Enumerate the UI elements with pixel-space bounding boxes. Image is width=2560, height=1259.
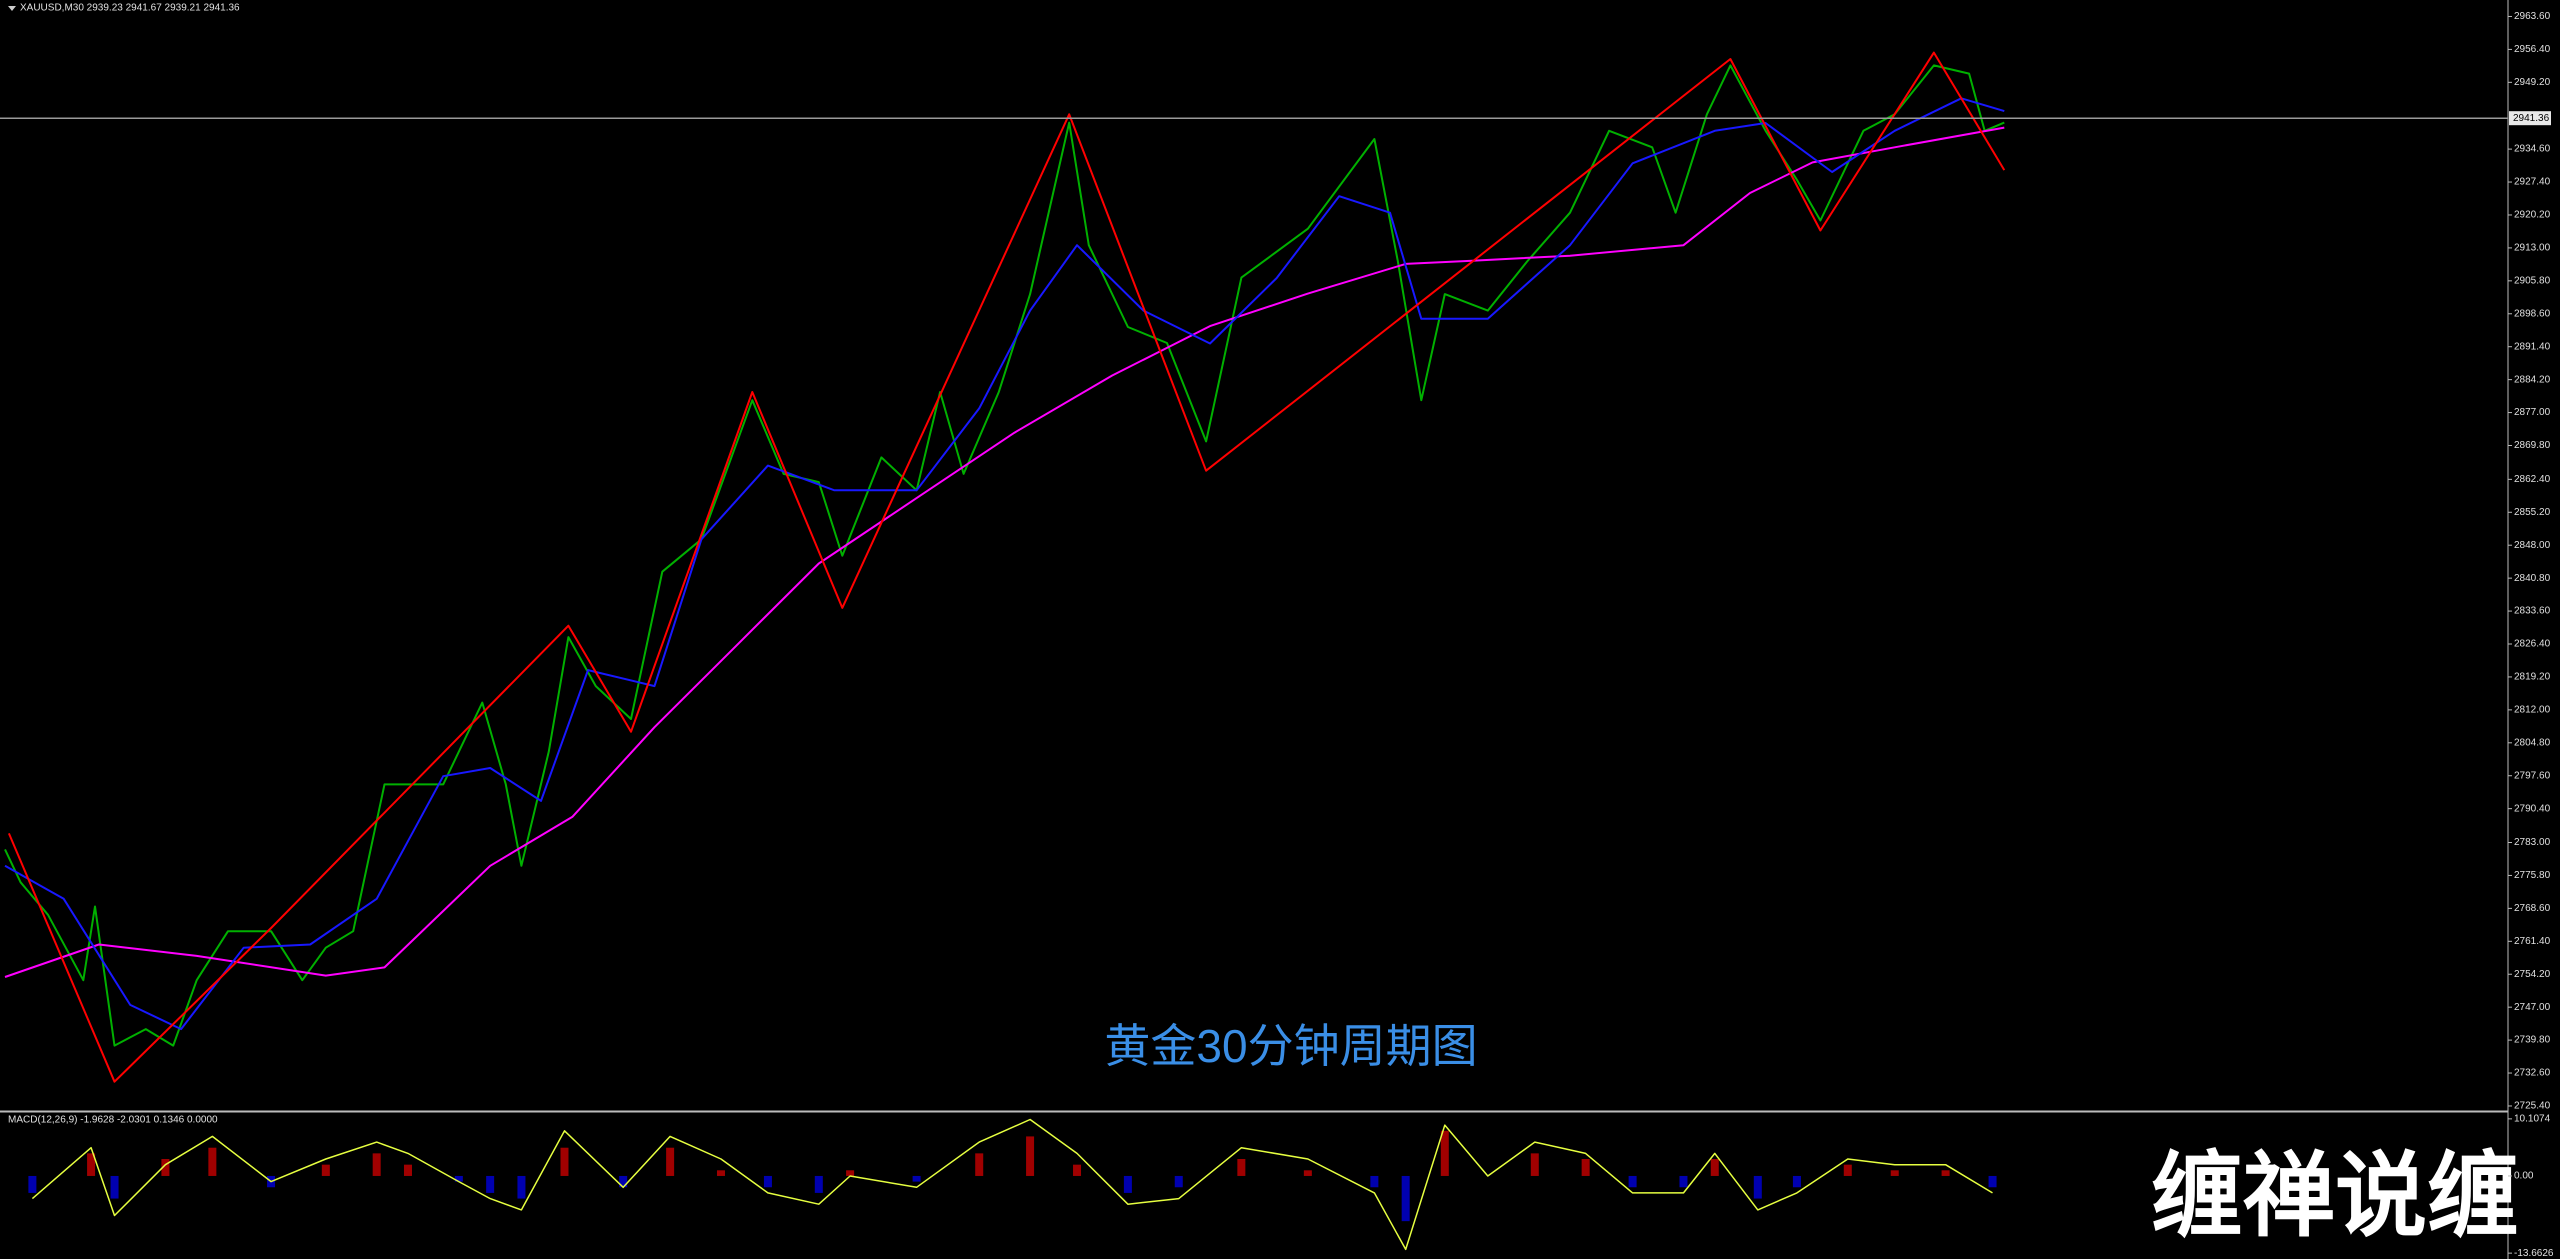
y-tick-label: 2862.40 [2514,474,2551,485]
y-tick-label: 2877.00 [2514,407,2551,418]
histogram-bar [1843,1164,1852,1176]
y-tick-label: -13.6626 [2514,1248,2554,1259]
y-tick-label: 2754.20 [2514,969,2551,980]
series-line [4,126,2005,978]
y-tick-label: 2797.60 [2514,770,2551,781]
histogram-bar [110,1175,119,1199]
histogram-bar [1370,1175,1379,1188]
y-tick-label: 2913.00 [2514,243,2551,254]
y-tick-label: 2840.80 [2514,573,2551,584]
y-tick-label: 2812.00 [2514,705,2551,716]
y-tick-label: 10.1074 [2514,1114,2551,1125]
histogram-bar [1679,1175,1688,1188]
y-tick-label: 2783.00 [2514,837,2551,848]
histogram-bar [1303,1170,1312,1176]
y-tick-label: 0.00 [2514,1171,2534,1182]
histogram-bar [846,1170,855,1176]
histogram-bar [814,1175,823,1193]
y-tick-label: 2761.40 [2514,936,2551,947]
histogram-bar [1174,1175,1183,1188]
series-line [7,51,2006,1083]
histogram-bar [321,1164,330,1176]
y-tick-label: 2833.60 [2514,606,2551,617]
histogram-bar [87,1153,96,1176]
histogram-bar [912,1175,921,1182]
y-tick-label: 2768.60 [2514,903,2551,914]
last-price-box [2509,111,2551,126]
series-line [4,97,2005,1031]
histogram-bar [1941,1170,1950,1176]
histogram-bar [1026,1136,1035,1176]
histogram-bar [619,1175,628,1188]
y-tick-label: 2747.00 [2514,1002,2551,1013]
histogram-bar [763,1175,772,1188]
histogram-bar [403,1164,412,1176]
y-tick-label: 2725.40 [2514,1101,2551,1112]
y-tick-label: 2869.80 [2514,440,2551,451]
y-tick-label: 2920.20 [2514,210,2551,221]
y-tick-label: 2905.80 [2514,275,2551,286]
series-line [31,1118,1993,1251]
y-tick-label: 2855.20 [2514,507,2551,518]
macd-title: MACD(12,26,9) -1.9628 -2.0301 0.1346 0.0… [8,1115,218,1126]
histogram-bar [975,1153,984,1176]
histogram-bar [454,1175,463,1182]
histogram-bar [372,1153,381,1176]
histogram-bar [666,1147,675,1176]
histogram-bar [1440,1130,1449,1176]
y-tick-label: 2826.40 [2514,639,2551,650]
y-tick-label: 2927.40 [2514,177,2551,188]
histogram-bar [1753,1175,1762,1199]
watermark: 缠禅说缠 [2151,1145,2519,1247]
y-tick-label: 2804.80 [2514,737,2551,748]
histogram-bar [1237,1159,1246,1176]
histogram-bar [208,1147,217,1176]
histogram-bar [560,1147,569,1176]
histogram-bar [1710,1159,1719,1176]
y-tick-label: 2898.60 [2514,308,2551,319]
y-tick-label: 2956.40 [2514,44,2551,55]
symbol-icon [8,6,16,11]
histogram-bar [1401,1175,1410,1222]
y-tick-label: 2739.80 [2514,1035,2551,1046]
y-tick-label: 2949.20 [2514,77,2551,88]
histogram-bar [517,1175,526,1199]
y-tick-label: 2963.60 [2514,11,2551,22]
series-line [4,64,2005,1047]
histogram-bar [486,1175,495,1193]
histogram-bar [1581,1159,1590,1176]
y-tick-label: 2848.00 [2514,540,2551,551]
y-tick-label: 2732.60 [2514,1068,2551,1079]
histogram-bar [1792,1175,1801,1188]
y-tick-label: 2775.80 [2514,870,2551,881]
histogram-bar [716,1170,725,1176]
y-tick-label: 2934.60 [2514,144,2551,155]
last-price-label: 2941.36 [2513,113,2550,124]
y-tick-label: 2891.40 [2514,341,2551,352]
histogram-bar [1628,1175,1637,1188]
annotation: 黄金30分钟周期图 [1104,1020,1477,1072]
y-tick-label: 2884.20 [2514,374,2551,385]
histogram-bar [161,1159,170,1176]
histogram-bar [28,1175,37,1193]
histogram-bar [1530,1153,1539,1176]
histogram-bar [1988,1175,1997,1188]
chart-title: XAUUSD,M30 2939.23 2941.67 2939.21 2941.… [20,3,240,14]
histogram-bar [1073,1164,1082,1176]
histogram-bar [1890,1170,1899,1176]
y-tick-label: 2790.40 [2514,803,2551,814]
y-tick-label: 2819.20 [2514,672,2551,683]
histogram-bar [1123,1175,1132,1193]
